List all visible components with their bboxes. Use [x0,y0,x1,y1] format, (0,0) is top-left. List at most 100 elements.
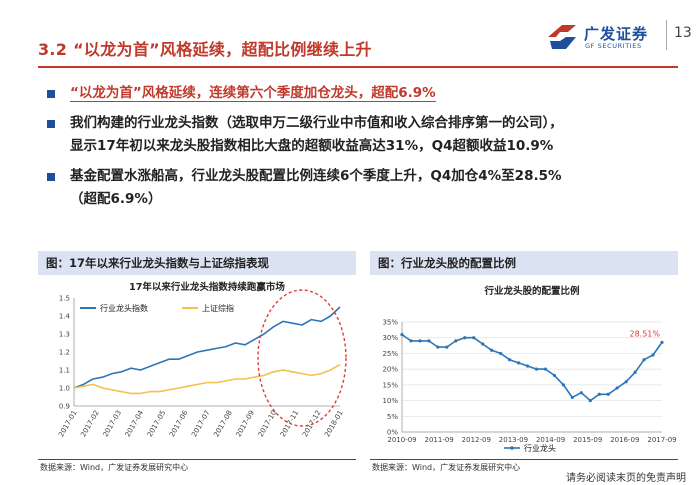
header-divider [38,66,678,68]
y-tick-label: 0.9 [59,403,70,411]
x-tick-label: 2017-10 [257,409,279,438]
bullet-square-icon [47,173,55,181]
x-tick-label: 2018-01 [323,409,345,438]
page-number: 13 [674,25,692,41]
data-point [660,340,664,344]
bullet-item: 我们构建的行业龙头指数（选取申万二级行业中市值和收入综合排序第一的公司）， 显示… [38,112,678,158]
legend-label: 行业龙头指数 [100,303,148,313]
allocation-ratio-chart-svg: 行业龙头股的配置比例 0% 5% 10% 15% 20% 25% 30% 35% 2010-09 2… [382,285,676,453]
right-chart-caption: 图：行业龙头股的配置比例 [370,251,678,275]
y-tick-label: 20% [382,366,398,374]
x-tick-label: 2017-02 [79,409,101,438]
y-tick-label: 30% [382,334,398,342]
y-tick-label: 1.0 [59,385,70,393]
data-point [490,348,494,352]
x-tick-label: 2017-06 [168,409,190,439]
left-chart-caption: 图：17年以来行业龙头指数与上证综指表现 [38,251,356,275]
bullet-text-line: 显示17年初以来龙头股指数相比大盘的超额收益高达31%，Q4超额收益10.9% [70,138,554,154]
page-title: 3.2 “以龙为首”风格延续，超配比例继续上升 [38,40,372,59]
x-tick-label: 2016-09 [610,436,639,444]
right-chart-source: 数据来源：Wind，广发证券发展研究中心 [372,463,521,472]
data-point [534,367,539,371]
y-tick-label: 1.5 [59,295,70,303]
footer-disclaimer: 请务必阅读末页的免责声明 [566,473,686,484]
x-tick-label: 2017-09 [647,436,676,444]
x-tick-label: 2017-08 [212,409,234,438]
data-point [579,391,583,395]
chart-title: 17年以来行业龙头指数持续跑赢市场 [129,281,285,293]
data-point [507,358,512,362]
bullet-text-line: 我们构建的行业龙头指数（选取申万二级行业中市值和收入综合排序第一的公司）， [70,115,563,131]
x-tick-label: 2013-09 [499,436,528,444]
y-tick-label: 25% [382,350,398,358]
data-point [454,339,458,343]
data-point [525,364,530,368]
data-point [570,395,574,400]
allocation-ratio-chart: 行业龙头股的配置比例 0% 5% 10% 15% 20% 25% 30% 35% 2010-09 2… [370,276,678,458]
y-tick-label: 0% [387,429,398,437]
x-tick-label: 2017-01 [57,409,79,438]
bullet-text-line: （超配6.9%） [70,191,162,207]
y-tick-label: 10% [382,397,398,405]
bullet-item: “以龙为首”风格延续，连续第六个季度加仓龙头，超配6.9% [38,82,678,105]
left-panel-divider [38,459,356,460]
bullet-square-icon [47,90,55,98]
x-tick-label: 2017-04 [124,409,146,439]
data-point [516,361,521,365]
y-tick-label: 1.3 [59,331,70,339]
data-point [597,392,601,396]
data-point [409,339,413,343]
logo-text-cn: 广发证券 [584,25,649,43]
data-point [552,373,557,378]
series-line [401,333,663,402]
legend-label: 行业龙头 [524,443,556,453]
x-tick-label: 2011-09 [425,436,454,444]
x-tick-label: 2017-05 [146,409,168,438]
data-point [606,392,610,396]
highlight-ellipse [257,289,347,427]
y-tick-label: 35% [382,319,398,327]
x-tick-label: 2015-09 [573,436,602,444]
slide-header: 3.2 “以龙为首”风格延续，超配比例继续上升 广发证券 GF SECURITI… [0,0,700,70]
y-tick-label: 5% [387,413,398,421]
bullet-item: 基金配置水涨船高，行业龙头股配置比例连续6个季度上升，Q4加仓4%至28.5% … [38,165,678,211]
data-point [642,358,646,362]
data-point [588,398,592,403]
logo-text-en: GF SECURITIES [585,42,642,50]
x-tick-label: 2012-09 [462,436,491,444]
data-label: 28.51% [629,329,660,338]
data-point [436,345,440,349]
data-point [615,386,619,390]
data-point [651,353,655,357]
y-tick-label: 1.2 [59,349,70,357]
series-line [73,363,341,395]
x-tick-label: 2014-09 [536,436,565,444]
data-point [472,336,476,340]
legend-marker [510,446,514,450]
data-point [543,367,548,371]
y-tick-label: 15% [382,381,398,389]
brand-logo: 广发证券 GF SECURITIES [546,22,664,52]
data-point [400,332,404,337]
left-chart-source: 数据来源：Wind，广发证券发展研究中心 [40,463,189,472]
bullet-text-line: 基金配置水涨船高，行业龙头股配置比例连续6个季度上升，Q4加仓4%至28.5% [70,168,562,184]
legend-label: 上证综指 [202,303,234,313]
page-number-divider [666,20,667,50]
bullet-list: “以龙为首”风格延续，连续第六个季度加仓龙头，超配6.9% 我们构建的行业龙头指… [38,76,678,211]
data-point [463,336,467,340]
data-point [418,339,422,343]
series-line [73,306,341,389]
gf-logo-icon [548,25,576,49]
data-point [633,370,637,374]
data-point [624,380,628,384]
data-point [561,383,565,387]
right-panel-divider [370,459,678,460]
chart-title: 行业龙头股的配置比例 [483,285,579,297]
x-tick-label: 2017-07 [190,409,212,438]
data-point [499,351,503,356]
leader-index-chart-svg: 17年以来行业龙头指数持续跑赢市场 0.9 1.0 1.1 1.2 1.3 1.4 1.5 20… [57,281,347,439]
x-tick-label: 2017-09 [235,409,257,438]
data-point [481,342,485,346]
data-point [427,339,431,343]
data-point [445,345,449,349]
